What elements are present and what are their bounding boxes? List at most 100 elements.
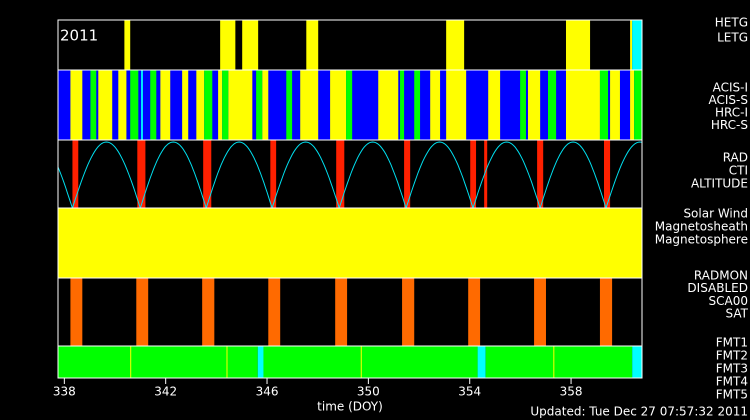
- interval-bar: [300, 70, 319, 140]
- interval-bar: [336, 140, 345, 208]
- legend-entry: FMT4: [716, 375, 748, 389]
- interval-bar: [446, 70, 467, 140]
- interval-bar: [150, 70, 157, 140]
- legend-entry: SAT: [726, 307, 749, 321]
- altitude-group: [58, 141, 642, 208]
- interval-bar: [220, 20, 236, 70]
- legend-entry: Solar Wind: [683, 207, 748, 221]
- interval-bar: [330, 70, 347, 140]
- interval-bar: [400, 70, 405, 140]
- interval-bar: [270, 140, 277, 208]
- interval-bar: [160, 70, 171, 140]
- interval-bar: [477, 346, 486, 378]
- interval-bar: [360, 346, 362, 378]
- interval-bar: [242, 20, 259, 70]
- legend-entry: HETG: [715, 16, 748, 30]
- interval-bar: [537, 140, 544, 208]
- interval-bar: [222, 70, 229, 140]
- interval-bar: [268, 278, 281, 346]
- interval-bar: [182, 70, 189, 140]
- interval-bar: [402, 278, 415, 346]
- interval-bar: [203, 140, 212, 208]
- altitude-curve: [472, 141, 541, 208]
- legend-entry: Magnetosphere: [655, 233, 748, 247]
- interval-bar: [404, 140, 411, 208]
- interval-bar: [414, 70, 421, 140]
- interval-bar: [58, 208, 642, 278]
- plot-area: [57, 19, 643, 379]
- interval-bar: [226, 346, 228, 378]
- interval-bar: [632, 20, 642, 70]
- altitude-curve: [71, 141, 141, 208]
- interval-bar: [58, 346, 258, 378]
- interval-bar: [485, 346, 633, 378]
- interval-bar: [202, 278, 215, 346]
- legend-entry: DISABLED: [687, 281, 748, 295]
- interval-bar: [446, 20, 465, 70]
- x-tick-label: 338: [53, 385, 76, 399]
- interval-bar: [599, 278, 613, 346]
- x-tick-label: 342: [154, 385, 177, 399]
- legend-entry: FMT3: [716, 362, 748, 376]
- legend-entry: RADMON: [694, 269, 748, 283]
- interval-bar: [520, 70, 526, 140]
- interval-bar: [630, 20, 633, 70]
- altitude-curve: [271, 141, 340, 208]
- interval-bar: [130, 346, 132, 378]
- interval-bar: [534, 278, 546, 346]
- interval-bar: [565, 70, 600, 140]
- x-tick-label: 358: [560, 385, 583, 399]
- legend-entry: FMT5: [716, 388, 748, 402]
- interval-bar: [632, 346, 642, 378]
- x-axis-label: time (DOY): [317, 400, 383, 414]
- altitude-curve: [405, 141, 474, 208]
- legend-entry: ACIS-I: [713, 81, 748, 95]
- legend-entry: LETG: [717, 31, 748, 45]
- interval-bar: [256, 70, 263, 140]
- altitude-curve: [58, 165, 73, 208]
- interval-bar: [262, 70, 269, 140]
- x-tick-label: 350: [357, 385, 380, 399]
- legend-entry: ACIS-S: [709, 93, 748, 107]
- legend-entry: HRC-S: [711, 118, 748, 132]
- legend-entry: CTI: [729, 164, 748, 178]
- interval-bar: [603, 140, 611, 208]
- interval-bar: [70, 70, 83, 140]
- interval-bar: [72, 140, 79, 208]
- interval-bar: [118, 70, 127, 140]
- interval-bar: [306, 20, 319, 70]
- altitude-curve: [205, 141, 273, 208]
- footer: Updated: Tue Dec 27 07:57:32 2011: [530, 405, 748, 419]
- interval-bar: [124, 20, 131, 70]
- interval-bar: [137, 140, 146, 208]
- legend-entry: ALTITUDE: [691, 177, 748, 191]
- interval-bar: [553, 346, 555, 378]
- interval-bar: [468, 278, 481, 346]
- legend-entry: FMT2: [716, 349, 748, 363]
- interval-bar: [286, 70, 293, 140]
- interval-bar: [218, 70, 223, 140]
- interval-bar: [70, 278, 83, 346]
- legend-entry: HRC-I: [715, 106, 748, 120]
- interval-bar: [204, 70, 213, 140]
- interval-bar: [196, 70, 205, 140]
- interval-bar: [228, 70, 253, 140]
- interval-bar: [257, 346, 264, 378]
- interval-bar: [610, 70, 620, 140]
- legend-entry: RAD: [723, 151, 748, 165]
- interval-bar: [346, 70, 353, 140]
- interval-bar: [130, 70, 139, 140]
- interval-bar: [378, 70, 399, 140]
- interval-bar: [335, 278, 348, 346]
- interval-bar: [548, 70, 557, 140]
- legend-entry: Magnetosheath: [655, 220, 748, 234]
- interval-bar: [630, 70, 635, 140]
- interval-bar: [488, 70, 501, 140]
- interval-bar: [634, 70, 642, 140]
- altitude-curve: [605, 141, 642, 208]
- interval-bar: [136, 278, 149, 346]
- interval-bar: [90, 70, 97, 140]
- interval-bar: [527, 70, 541, 140]
- x-tick-label: 346: [256, 385, 279, 399]
